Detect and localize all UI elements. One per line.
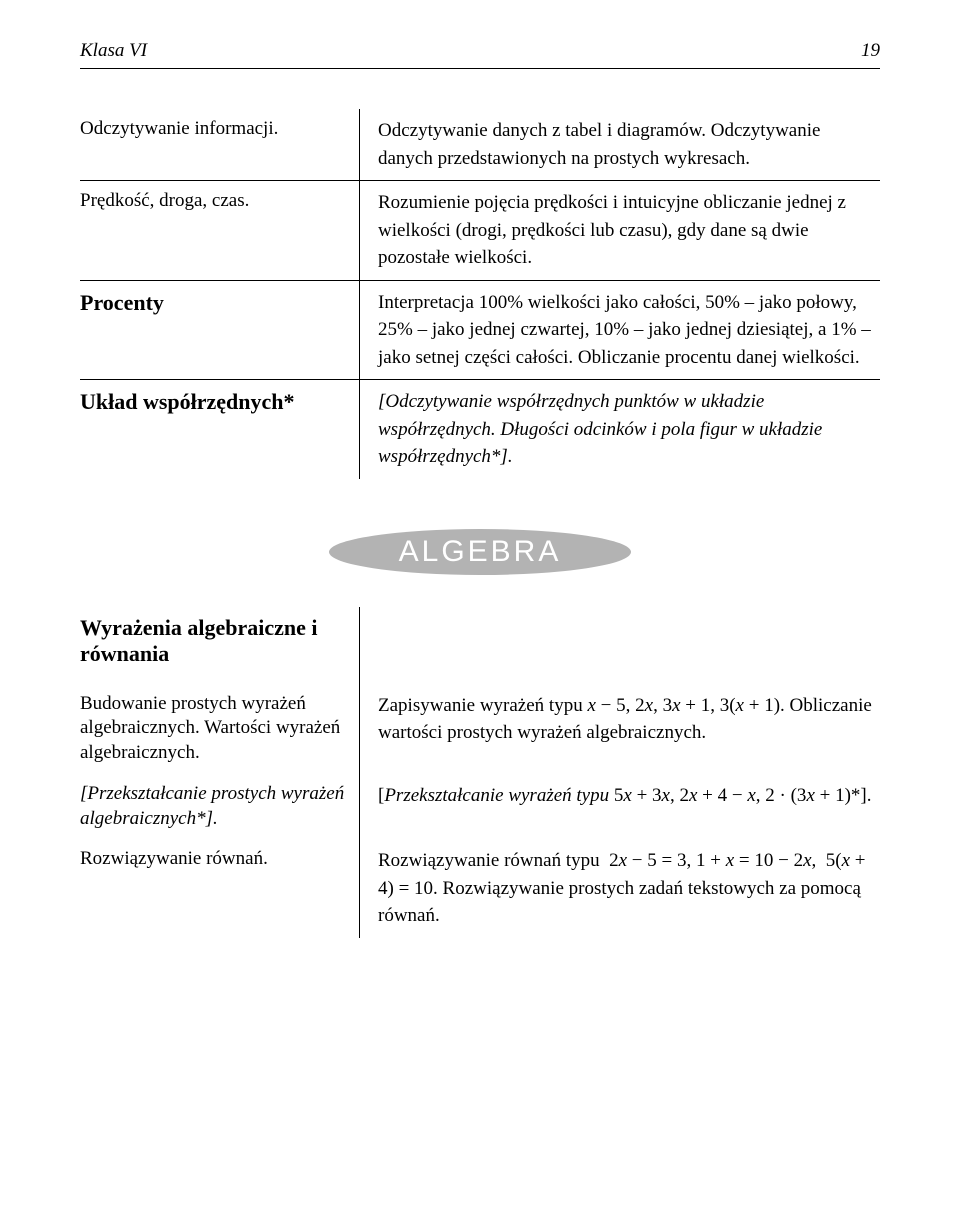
- row-description: Rozumienie pojęcia prędkości i intuicyjn…: [360, 181, 880, 280]
- section-badge: ALGEBRA: [329, 529, 632, 575]
- table-row: Prędkość, droga, czas. Rozumienie pojęcia…: [80, 180, 880, 280]
- row-topic: Rozwiązywanie równań.: [80, 839, 360, 938]
- topic-text: [Przekształcanie prostych wyrażeń algebr…: [80, 782, 349, 831]
- topic-text: Procenty: [80, 289, 349, 317]
- page-header: Klasa VI 19: [80, 40, 880, 69]
- row-description: [Odczytywanie współrzędnych punktów w uk…: [360, 380, 880, 479]
- row-topic: Procenty: [80, 281, 360, 380]
- row-description: [360, 607, 880, 684]
- table-row: Odczytywanie informacji. Odczytywanie dan…: [80, 109, 880, 180]
- row-topic: [Przekształcanie prostych wyrażeń algebr…: [80, 774, 360, 839]
- header-class: Klasa VI: [80, 40, 147, 62]
- row-topic: Budowanie prostych wyrażeń algebraicznyc…: [80, 684, 360, 774]
- row-topic: Prędkość, droga, czas.: [80, 181, 360, 280]
- row-description: Interpretacja 100% wielkości jako całośc…: [360, 281, 880, 380]
- row-description: [Przekształcanie wyrażeń typu 5x + 3x, 2…: [360, 774, 880, 839]
- table-row: Układ współrzędnych* [Odczytywanie współr…: [80, 379, 880, 479]
- topic-text: Prędkość, droga, czas.: [80, 189, 349, 214]
- header-page-number: 19: [861, 40, 880, 62]
- table-row: Rozwiązywanie równań. Rozwiązywanie równa…: [80, 839, 880, 938]
- section-heading: Wyrażenia algebraiczne i równania: [80, 615, 349, 668]
- row-description: Zapisywanie wyrażeń typu x − 5, 2x, 3x +…: [360, 684, 880, 774]
- section-badge-container: ALGEBRA: [80, 529, 880, 575]
- table-row: [Przekształcanie prostych wyrażeń algebr…: [80, 774, 880, 839]
- topic-text: Układ współrzędnych*: [80, 388, 349, 416]
- row-topic: Wyrażenia algebraiczne i równania: [80, 607, 360, 684]
- content-table-2: Wyrażenia algebraiczne i równania Budowan…: [80, 607, 880, 938]
- row-topic: Odczytywanie informacji.: [80, 109, 360, 180]
- content-table-1: Odczytywanie informacji. Odczytywanie dan…: [80, 109, 880, 479]
- row-description: Rozwiązywanie równań typu 2x − 5 = 3, 1 …: [360, 839, 880, 938]
- topic-text: Odczytywanie informacji.: [80, 117, 349, 142]
- table-row: Procenty Interpretacja 100% wielkości jak…: [80, 280, 880, 380]
- row-description: Odczytywanie danych z tabel i diagramów.…: [360, 109, 880, 180]
- table-row: Wyrażenia algebraiczne i równania: [80, 607, 880, 684]
- table-row: Budowanie prostych wyrażeń algebraicznyc…: [80, 684, 880, 774]
- topic-text: Rozwiązywanie równań.: [80, 847, 349, 872]
- topic-text: Budowanie prostych wyrażeń algebraicznyc…: [80, 692, 349, 766]
- row-topic: Układ współrzędnych*: [80, 380, 360, 479]
